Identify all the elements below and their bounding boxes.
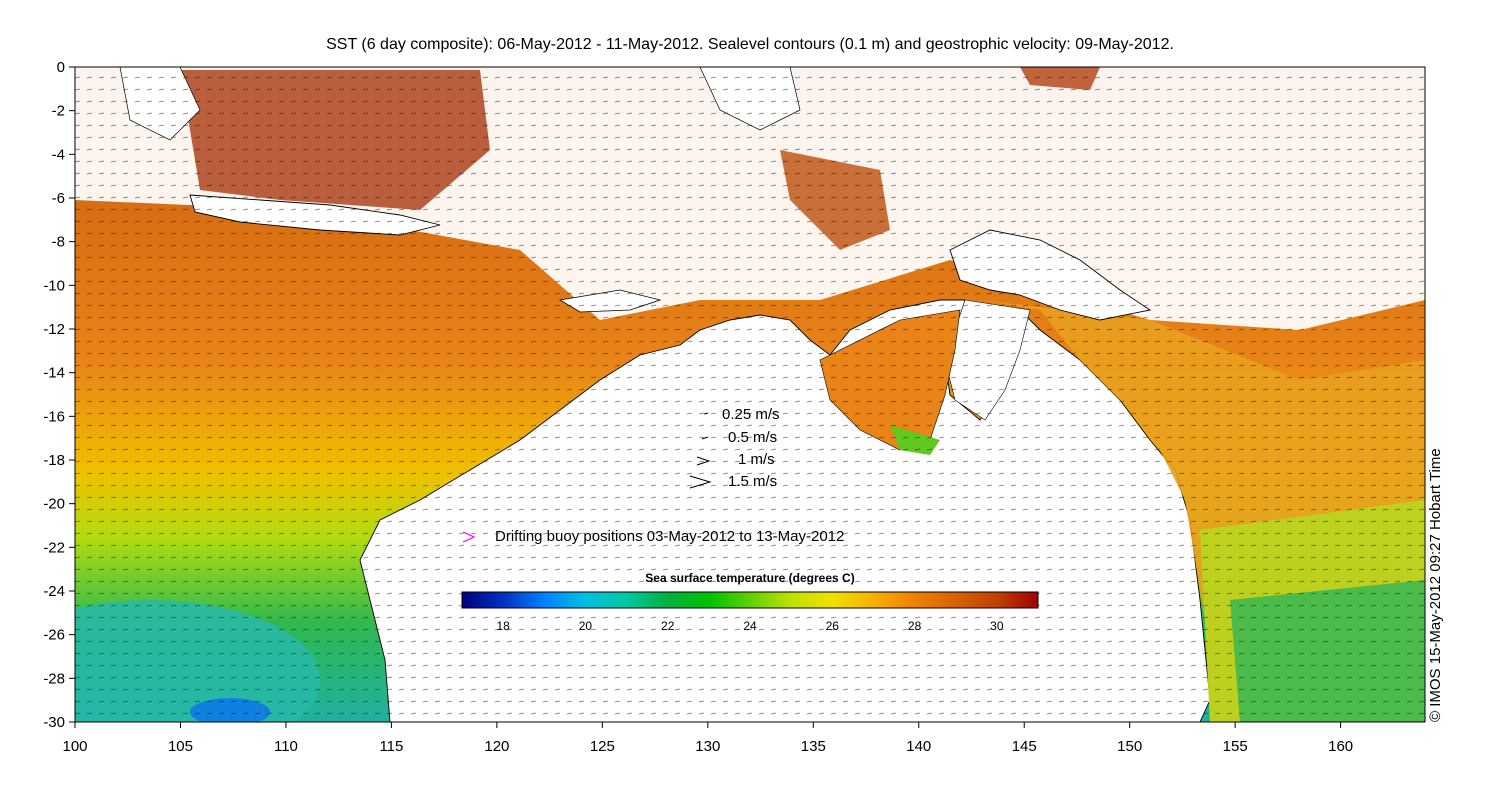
geostrophic-velocity-field — [75, 67, 1425, 722]
buoy-legend-label: Drifting buoy positions 03-May-2012 to 1… — [495, 528, 844, 545]
x-tick-label: 125 — [590, 738, 615, 755]
velocity-arrow-1 — [696, 456, 711, 466]
y-tick-label: -6 — [52, 190, 65, 207]
colorbar-tick-label: 30 — [990, 619, 1004, 633]
y-axis: 0 -2 -4 -6 -8 -10 -12 -14 -16 -18 -20 -22 -24 -26 -28 -… — [43, 59, 75, 731]
y-tick-label: -26 — [43, 627, 65, 644]
x-tick-label: 150 — [1117, 738, 1142, 755]
velocity-label-1: 1 m/s — [738, 451, 775, 468]
velocity-legend: 0.25 m/s 0.5 m/s 1 m/s 1.5 m/s — [689, 406, 780, 490]
colorbar-tick-label: 22 — [661, 619, 675, 633]
y-tick-label: -10 — [43, 277, 65, 294]
velocity-label-0.5: 0.5 m/s — [728, 429, 777, 446]
buoy-marker-icon — [462, 531, 476, 543]
y-tick-label: -30 — [43, 714, 65, 731]
y-tick-label: -14 — [43, 365, 65, 382]
y-tick-label: -28 — [43, 670, 65, 687]
velocity-label-0.25: 0.25 m/s — [722, 406, 780, 423]
colorbar-tick-label: 18 — [496, 619, 510, 633]
x-tick-label: 145 — [1012, 738, 1037, 755]
colorbar-tick-label: 20 — [579, 619, 593, 633]
x-tick-label: 110 — [274, 738, 298, 755]
velocity-arrow-0.5 — [701, 436, 709, 440]
y-tick-label: -22 — [43, 539, 65, 556]
map-layer — [75, 67, 1425, 722]
y-tick-label: -16 — [43, 408, 65, 425]
colorbar-title: Sea surface temperature (degrees C) — [645, 571, 854, 585]
velocity-arrow-0.25 — [703, 412, 709, 415]
colorbar-ticks: 18 20 22 24 26 28 30 — [496, 619, 1003, 633]
colorbar-bar — [461, 591, 1039, 609]
x-tick-label: 130 — [695, 738, 720, 755]
x-tick-label: 120 — [484, 738, 509, 755]
x-axis: 100 105 110 115 120 125 130 135 140 145 150 155 160 — [62, 722, 1353, 755]
y-tick-label: -20 — [43, 496, 65, 513]
buoy-legend: Drifting buoy positions 03-May-2012 to 1… — [462, 528, 844, 545]
colorbar-tick-label: 28 — [908, 619, 922, 633]
credit-text: © IMOS 15-May-2012 09:27 Hobart Time — [1427, 448, 1444, 722]
x-tick-label: 105 — [168, 738, 193, 755]
colorbar: Sea surface temperature (degrees C) 18 20… — [461, 571, 1039, 633]
y-tick-label: -2 — [52, 103, 65, 120]
velocity-label-1.5: 1.5 m/s — [728, 473, 777, 490]
velocity-arrow-1.5 — [689, 475, 712, 489]
x-tick-label: 100 — [62, 738, 87, 755]
x-tick-label: 135 — [801, 738, 826, 755]
x-tick-label: 155 — [1223, 738, 1248, 755]
plot-frame — [74, 66, 1426, 723]
y-tick-label: -8 — [52, 234, 65, 251]
x-tick-label: 160 — [1328, 738, 1353, 755]
y-tick-label: -24 — [43, 583, 65, 600]
map-title: SST (6 day composite): 06-May-2012 - 11-… — [326, 36, 1174, 53]
colorbar-tick-label: 24 — [743, 619, 757, 633]
y-tick-label: -12 — [43, 321, 65, 338]
x-tick-label: 115 — [379, 738, 403, 755]
y-tick-label: -18 — [43, 452, 65, 469]
colorbar-tick-label: 26 — [826, 619, 840, 633]
y-tick-label: 0 — [57, 59, 65, 76]
y-tick-label: -4 — [52, 146, 65, 163]
x-tick-label: 140 — [906, 738, 931, 755]
